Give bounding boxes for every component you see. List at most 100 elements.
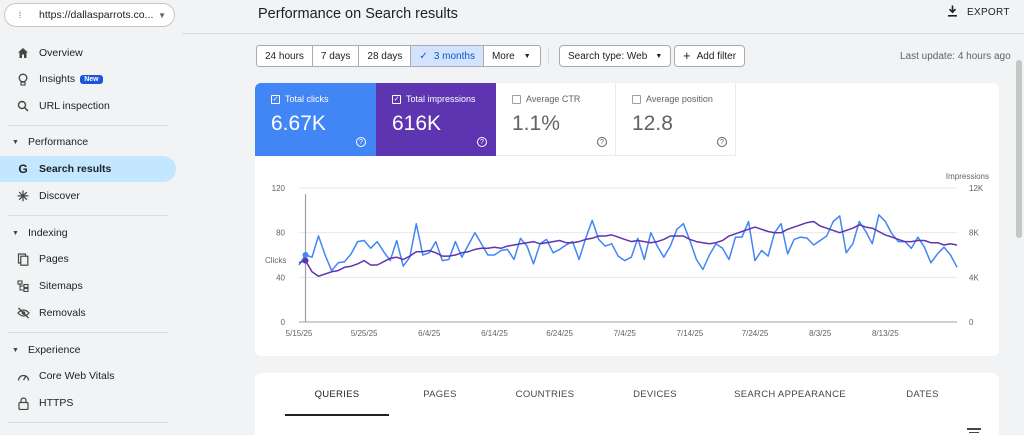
sidebar-item-label: Pages [39,253,69,265]
section-title: Performance [27,136,89,148]
property-icon: ⁞ [18,10,22,20]
add-filter-button[interactable]: + Add filter [674,45,746,67]
home-icon [16,46,30,60]
sidebar-item-search-results[interactable]: G Search results [0,156,176,182]
more-label: More [491,50,515,62]
caret-down-icon: ▼ [655,52,663,60]
sidebar-item-overview[interactable]: Overview [0,40,176,66]
y-tick-left: 0 [281,318,286,327]
help-icon[interactable]: ? [477,137,487,147]
help-icon[interactable]: ? [717,137,727,147]
x-tick-label: 7/24/25 [742,329,769,338]
chart-grid [299,187,957,323]
sidebar-divider [8,422,168,423]
range-28-days[interactable]: 28 days [359,46,412,66]
collapse-caret-icon: ▼ [12,346,19,354]
sidebar-item-label: Search results [39,163,112,175]
metric-average-ctr[interactable]: Average CTR 1.1% ? [496,83,616,156]
caret-down-icon: ▼ [158,10,166,20]
tab-queries[interactable]: QUERIES [314,389,360,400]
metric-average-position[interactable]: Average position 12.8 ? [616,83,736,156]
sidebar-section-experience[interactable]: ▼ Experience [0,340,176,360]
checkbox-unchecked-icon[interactable] [512,94,521,104]
google-g-icon: G [18,162,28,176]
add-filter-label: Add filter [696,50,737,62]
gauge-icon [16,369,30,383]
section-title: Experience [27,344,81,356]
range-3-months[interactable]: ✓ 3 months [411,46,484,66]
tab-devices[interactable]: DEVICES [633,389,677,400]
sidebar-item-pages[interactable]: Pages [0,246,176,272]
page-scrollbar[interactable] [1016,60,1022,238]
x-tick-label: 8/13/25 [872,329,899,338]
sidebar-item-discover[interactable]: ✳ Discover [0,183,176,209]
search-icon [16,99,30,113]
y-tick-right: 4K [969,273,979,282]
sidebar-item-removals[interactable]: Removals [0,300,176,326]
sidebar-item-https[interactable]: HTTPS [0,390,176,416]
metric-label: Total impressions [406,94,476,104]
sidebar-item-label: Overview [39,47,83,59]
sidebar-item-label: Removals [39,307,86,319]
x-tick-label: 5/15/25 [286,329,313,338]
toolbar-separator [548,47,549,65]
range-more-dropdown[interactable]: More ▼ [484,46,540,66]
filter-rows-icon[interactable] [967,428,981,435]
sidebar-item-sitemaps[interactable]: Sitemaps [0,273,176,299]
tab-countries[interactable]: COUNTRIES [515,389,575,400]
property-url: https://dallasparrots.co... [39,9,154,21]
x-tick-label: 7/4/25 [614,329,637,338]
range-24-hours[interactable]: 24 hours [257,46,313,66]
lock-icon [16,396,30,410]
metric-total-clicks[interactable]: ✓ Total clicks 6.67K ? [255,83,376,156]
y-tick-left: 80 [276,229,285,238]
range-7-days[interactable]: 7 days [313,46,360,66]
new-badge: New [80,74,103,84]
help-icon[interactable]: ? [597,137,607,147]
checkbox-checked-icon[interactable]: ✓ [392,94,401,104]
search-type-label: Search type: Web [568,50,648,62]
x-tick-label: 6/24/25 [546,329,573,338]
property-selector[interactable]: ⁞ https://dallasparrots.co... ▼ [4,3,175,27]
metric-label: Total clicks [285,94,329,104]
collapse-caret-icon: ▼ [12,229,19,237]
sidebar-divider [8,332,168,333]
sidebar-item-insights[interactable]: Insights New [0,66,176,92]
metric-total-impressions[interactable]: ✓ Total impressions 616K ? [376,83,496,156]
sidebar-item-label: Sitemaps [39,280,83,292]
checkbox-checked-icon[interactable]: ✓ [271,94,280,104]
right-axis-title: Impressions [945,172,989,181]
sidebar-item-label: URL inspection [39,100,110,112]
help-icon[interactable]: ? [356,137,366,147]
y-tick-left: 120 [272,184,286,193]
search-type-dropdown[interactable]: Search type: Web ▼ [559,45,672,67]
lightbulb-icon [16,72,30,86]
export-button[interactable]: EXPORT [947,5,1010,20]
tab-dates[interactable]: DATES [906,389,939,400]
date-range-selector: 24 hours 7 days 28 days ✓ 3 months More … [256,45,541,67]
tab-search-appearance[interactable]: SEARCH APPEARANCE [734,389,846,400]
x-tick-label: 5/25/25 [351,329,378,338]
sidebar: ⁞ https://dallasparrots.co... ▼ Overview… [0,0,182,435]
sidebar-divider [8,215,168,216]
sidebar-item-url-inspection[interactable]: URL inspection [0,93,176,119]
sidebar-section-indexing[interactable]: ▼ Indexing [0,223,176,243]
sidebar-divider [8,125,168,126]
check-icon: ✓ [419,50,428,62]
series-line-impressions [298,220,958,277]
sidebar-item-core-web-vitals[interactable]: Core Web Vitals [0,363,176,389]
metric-value: 6.67K [271,112,326,135]
tab-pages[interactable]: PAGES [423,389,457,400]
checkbox-unchecked-icon[interactable] [632,94,641,104]
metric-value: 12.8 [632,112,673,135]
sidebar-section-performance[interactable]: ▼ Performance [0,132,176,152]
sitemap-icon [16,279,30,293]
x-tick-label: 7/14/25 [677,329,704,338]
x-tick-label: 6/14/25 [481,329,508,338]
collapse-caret-icon: ▼ [12,138,19,146]
active-tab-indicator [285,414,389,416]
x-tick-label: 8/3/25 [809,329,832,338]
last-update-text: Last update: 4 hours ago [900,51,1011,62]
